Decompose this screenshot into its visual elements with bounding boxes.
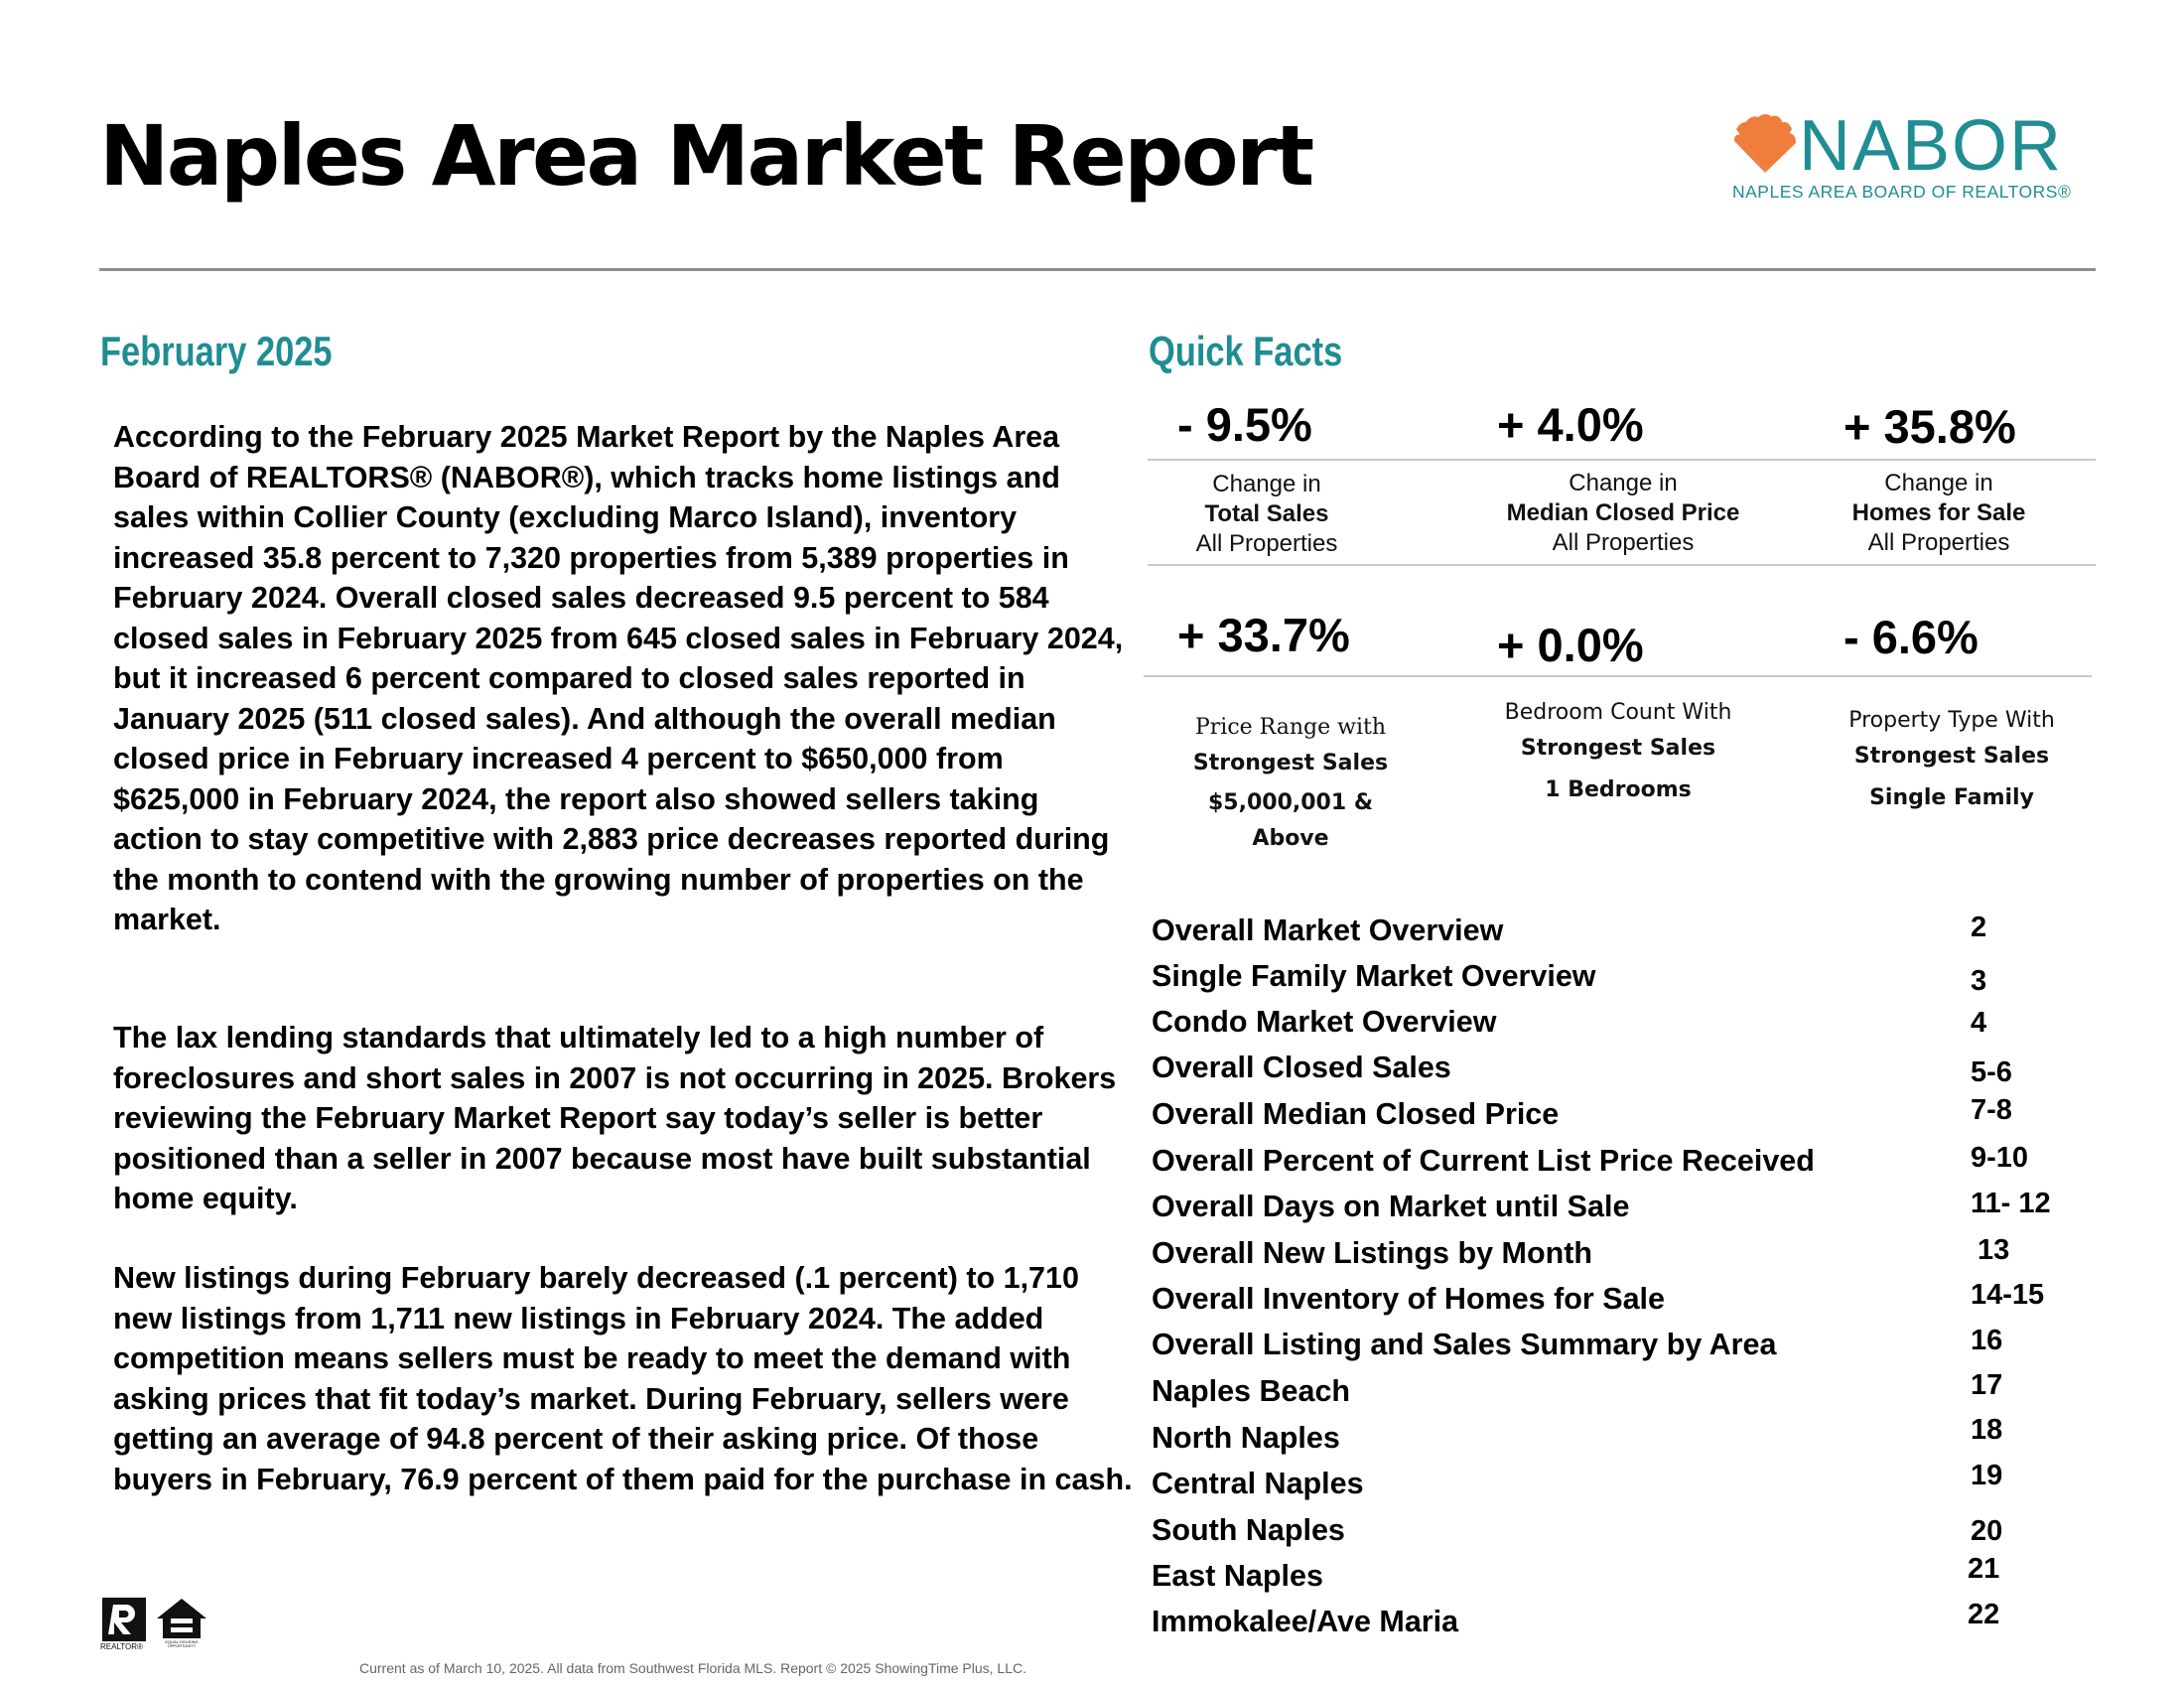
- toc-page: 7-8: [1971, 1094, 2012, 1126]
- toc-item[interactable]: North Naples: [1152, 1421, 1340, 1455]
- toc-item[interactable]: Overall Inventory of Homes for Sale: [1152, 1282, 1665, 1316]
- toc-item[interactable]: South Naples: [1152, 1513, 1345, 1547]
- stat-label: Property Type With Strongest Sales Singl…: [1848, 708, 2055, 810]
- equal-housing-logo: EQUAL HOUSING OPPORTUNITY: [155, 1597, 208, 1648]
- toc-item[interactable]: Central Naples: [1152, 1467, 1364, 1500]
- quick-facts-heading: Quick Facts: [1149, 328, 1343, 374]
- toc-item[interactable]: Condo Market Overview: [1152, 1005, 1497, 1039]
- toc-page: 2: [1971, 912, 1987, 943]
- stat-value: + 33.7%: [1177, 609, 1350, 661]
- header-divider: [99, 268, 2096, 271]
- logo-subtitle: NAPLES AREA BOARD OF REALTORS®: [1732, 182, 2072, 202]
- realtor-r-icon: [102, 1598, 146, 1641]
- toc-item[interactable]: Overall Median Closed Price: [1152, 1097, 1560, 1131]
- toc-page: 13: [1978, 1234, 2010, 1266]
- eho-mark: EQUAL HOUSING OPPORTUNITY: [165, 1639, 199, 1648]
- toc-item[interactable]: Overall Market Overview: [1152, 914, 1504, 947]
- shell-icon: [1734, 114, 1796, 173]
- toc-page: 14-15: [1971, 1279, 2045, 1311]
- intro-paragraph: According to the February 2025 Market Re…: [113, 420, 1124, 936]
- nabor-logo: [1732, 111, 2100, 211]
- toc-page: 22: [1968, 1599, 2000, 1630]
- toc-item[interactable]: Single Family Market Overview: [1152, 959, 1596, 993]
- toc-item[interactable]: Overall Percent of Current List Price Re…: [1152, 1144, 1815, 1178]
- toc-page: 20: [1971, 1515, 2003, 1547]
- realtor-mark: REALTOR®: [100, 1642, 143, 1651]
- stat-label: Bedroom Count With Strongest Sales 1 Bed…: [1504, 700, 1732, 802]
- toc-item[interactable]: Overall Listing and Sales Summary by Are…: [1152, 1328, 1777, 1361]
- toc-page: 16: [1971, 1325, 2003, 1356]
- stat-label: Change in Median Closed Price All Properti…: [1506, 470, 1740, 556]
- toc-item[interactable]: Overall Days on Market until Sale: [1152, 1190, 1630, 1223]
- report-month: February 2025: [100, 328, 333, 374]
- toc-page: 11- 12: [1971, 1188, 2051, 1219]
- realtor-logo: REALTOR®: [100, 1597, 147, 1652]
- toc-page: 4: [1971, 1007, 1987, 1039]
- stat-value: + 35.8%: [1843, 400, 2016, 453]
- stat-divider: [1148, 459, 2096, 461]
- logo-name: NABOR: [1799, 106, 2064, 186]
- toc-item[interactable]: Naples Beach: [1152, 1374, 1351, 1408]
- intro-paragraph: New listings during February barely decr…: [113, 1261, 1133, 1496]
- toc-page: 5-6: [1971, 1056, 2012, 1088]
- stat-value: + 0.0%: [1497, 619, 1644, 671]
- toc-item[interactable]: Immokalee/Ave Maria: [1152, 1605, 1459, 1638]
- house-icon: [157, 1599, 206, 1638]
- toc-page: 18: [1971, 1414, 2003, 1446]
- stat-label: Change in Homes for Sale All Properties: [1851, 470, 2026, 556]
- page-title: Naples Area Market Report: [99, 107, 1314, 205]
- toc-page: 19: [1971, 1460, 2003, 1491]
- toc-page: 21: [1968, 1553, 2000, 1585]
- toc-page: 9-10: [1971, 1142, 2029, 1174]
- toc-page: 17: [1971, 1369, 2003, 1401]
- stat-label: Change in Total Sales All Properties: [1195, 471, 1338, 557]
- stat-divider: [1148, 564, 2096, 566]
- stat-label: Price Range with Strongest Sales $5,000,…: [1192, 715, 1389, 851]
- stat-value: - 9.5%: [1177, 398, 1312, 451]
- toc-page: 3: [1971, 965, 1987, 997]
- toc-item[interactable]: East Naples: [1152, 1559, 1323, 1593]
- toc-item[interactable]: Overall Closed Sales: [1152, 1051, 1451, 1084]
- intro-paragraph: The lax lending standards that ultimatel…: [113, 1021, 1117, 1215]
- footer-note: Current as of March 10, 2025. All data f…: [359, 1660, 1027, 1676]
- stat-value: - 6.6%: [1843, 611, 1979, 663]
- toc-item[interactable]: Overall New Listings by Month: [1152, 1236, 1593, 1270]
- stat-value: + 4.0%: [1497, 398, 1644, 451]
- stat-divider: [1144, 675, 2092, 677]
